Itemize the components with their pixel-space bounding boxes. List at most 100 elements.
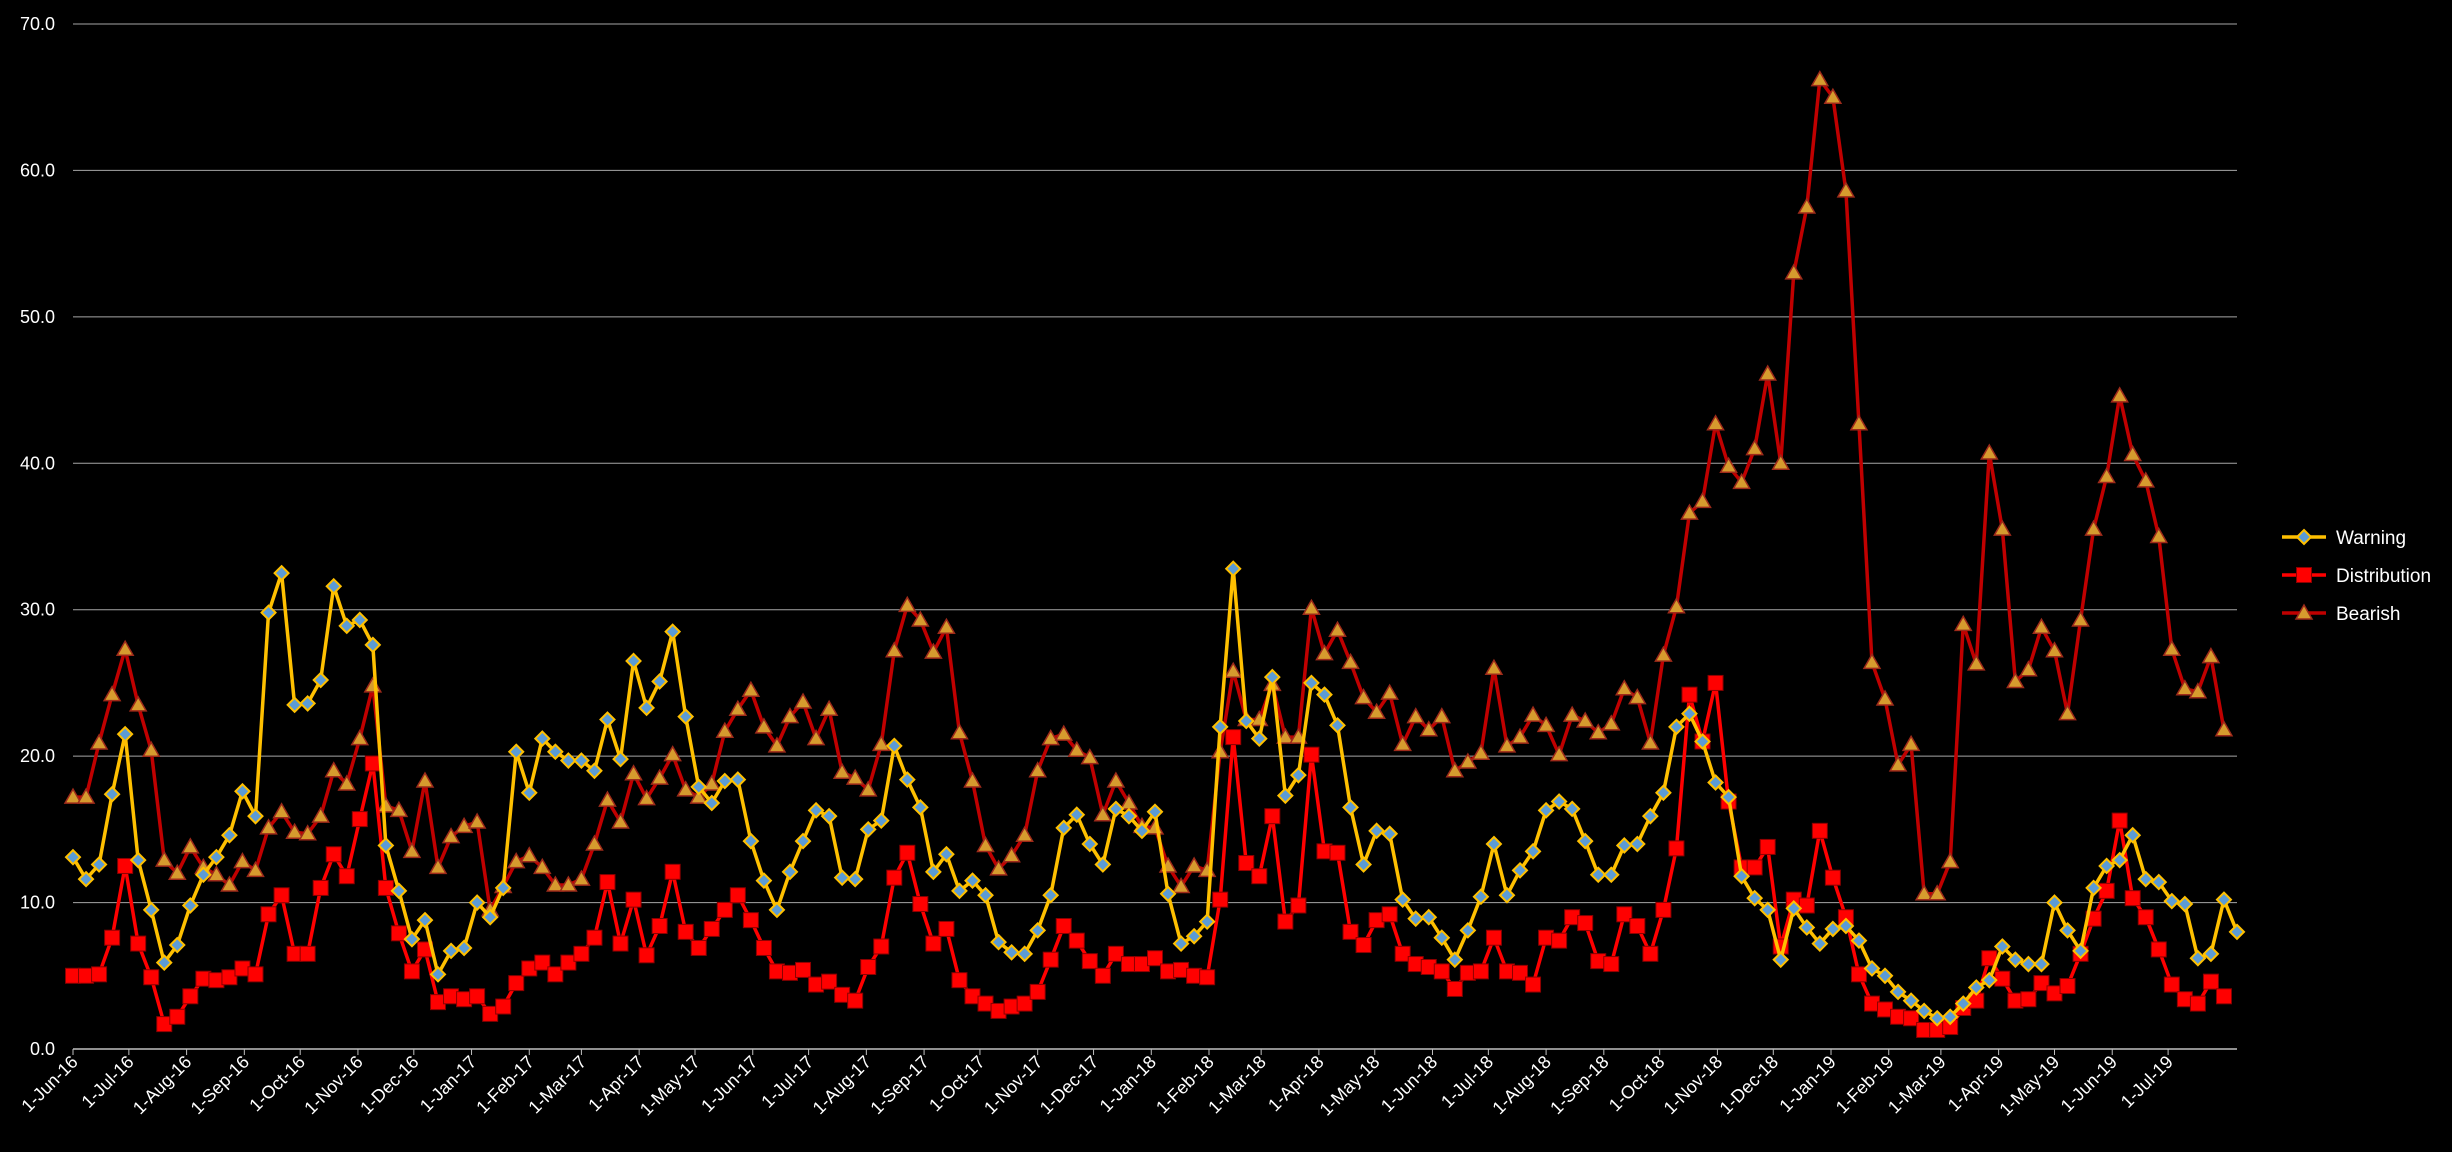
data-point-warning [638,699,656,717]
data-point-warning [90,856,108,873]
data-point-distribution [1681,686,1698,703]
data-point-warning [2006,951,2024,969]
data-point-bearish [2097,466,2116,484]
data-point-bearish [1184,856,1204,873]
legend-label: Bearish [2336,604,2400,625]
data-point-distribution [508,975,525,992]
data-point-bearish [1680,503,1699,520]
data-point-warning [1524,842,1542,860]
data-point-warning [2033,955,2050,973]
data-point-warning [520,784,538,802]
data-point-warning [1681,705,1698,723]
data-point-bearish [676,780,695,797]
data-point-bearish [1341,652,1360,670]
legend-label: Distribution [2336,566,2431,587]
data-point-bearish [1002,846,1021,863]
data-point-warning [1003,943,1021,961]
data-point-distribution [612,935,629,952]
legend-marker [2295,528,2313,546]
data-point-bearish [1588,723,1608,740]
data-point-warning [1250,730,1268,747]
data-point-distribution [2163,976,2180,993]
data-point-bearish [793,692,813,709]
data-point-warning [1185,927,1203,945]
data-point-warning [885,737,903,755]
data-point-warning [2085,879,2103,897]
data-point-warning [155,954,173,972]
data-point-bearish [1171,876,1191,894]
data-point-bearish [715,721,735,738]
y-tick-label: 50.0 [20,307,55,327]
data-point-bearish [845,768,865,785]
data-point-distribution [938,920,955,937]
data-point-bearish [467,812,487,829]
data-point-bearish [1367,702,1386,719]
data-point-warning [2111,851,2129,869]
data-point-bearish [1393,734,1412,752]
data-point-warning [1472,888,1490,906]
data-point-warning [1654,784,1672,802]
data-point-warning [1498,886,1516,904]
data-point-bearish [650,768,669,785]
data-point-bearish [1028,761,1047,778]
data-point-bearish [1354,688,1373,705]
data-point-distribution [664,863,681,880]
data-point-warning [325,577,343,595]
data-point-warning [273,564,290,582]
data-point-bearish [963,771,982,788]
data-point-distribution [1994,970,2011,987]
data-point-warning [586,762,603,780]
data-point-warning [859,820,877,838]
data-point-warning [1446,951,1464,969]
data-point-bearish [924,642,943,659]
data-point-distribution [390,925,407,942]
data-point-warning [559,752,577,769]
data-point-warning [1563,800,1581,818]
data-point-warning [1016,945,1034,963]
data-point-distribution [469,988,486,1005]
legend-item-warning: Warning [2282,528,2406,549]
data-point-warning [429,965,447,983]
data-point-bearish [1093,805,1113,822]
data-point-distribution [586,929,603,946]
data-point-warning [977,886,994,904]
data-point-distribution [1746,859,1763,876]
data-point-warning [1954,995,1972,1013]
data-point-warning [1146,803,1164,821]
data-point-warning [1668,718,1685,736]
data-point-distribution [169,1008,186,1025]
data-point-bearish [937,617,956,635]
data-point-warning [2124,826,2142,844]
data-point-warning [1224,560,1242,578]
data-point-distribution [1551,932,1568,949]
data-point-warning [468,894,486,911]
data-point-distribution [573,945,590,962]
data-point-distribution [1068,932,1085,949]
data-point-warning [1433,929,1451,947]
data-point-distribution [1251,868,1268,885]
data-point-bearish [1875,689,1895,706]
data-point-distribution [1655,901,1672,918]
data-point-warning [1068,806,1086,824]
data-point-warning [494,879,512,897]
data-point-distribution [651,918,668,934]
data-point-bearish [2162,639,2182,656]
data-point-warning [2137,870,2155,888]
y-tick-label: 10.0 [20,893,55,913]
data-point-warning [1759,901,1777,919]
data-point-bearish [546,875,565,892]
data-point-distribution [1329,844,1346,861]
data-point-warning [286,696,304,714]
data-point-warning [1837,917,1855,935]
data-point-warning [990,933,1007,951]
data-point-bearish [441,827,461,844]
data-point-warning [1198,913,1216,931]
data-point-distribution [886,869,903,886]
data-point-warning [507,743,525,761]
data-point-bearish [832,762,852,779]
data-point-bearish [2175,679,2195,696]
data-point-warning [951,882,968,900]
data-point-warning [403,930,421,948]
data-point-warning [64,848,82,866]
data-point-warning [1081,835,1099,853]
